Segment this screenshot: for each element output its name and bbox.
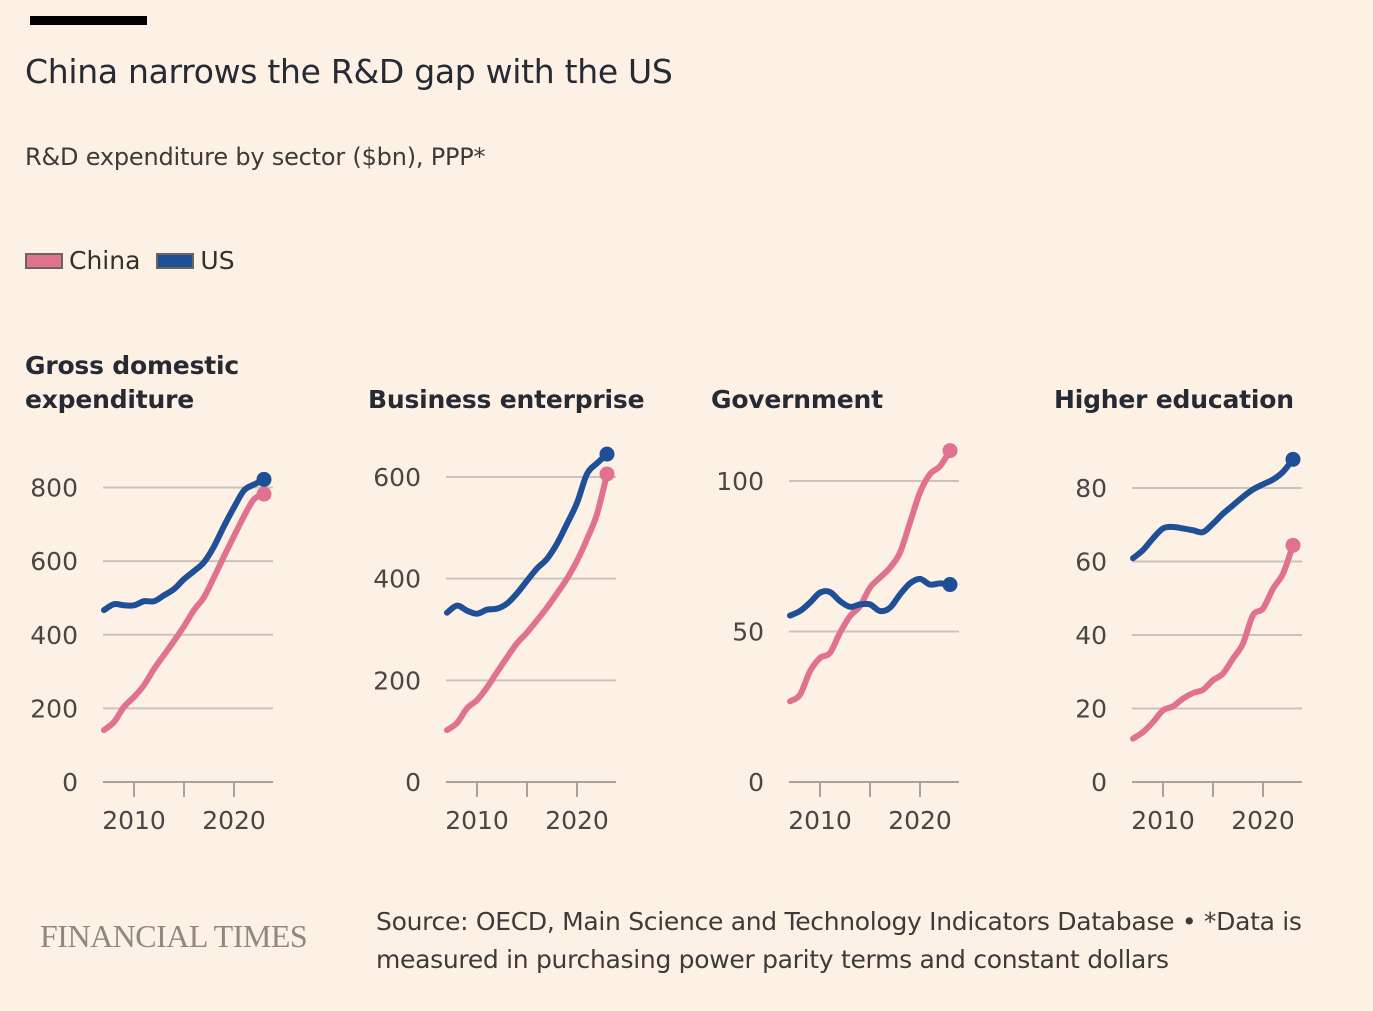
panel-title-gross-domestic: Gross domestic expenditure [25, 349, 239, 417]
end-point-marker-us [1285, 451, 1301, 467]
x-tick-label: 2020 [545, 806, 609, 835]
y-tick-label: 0 [405, 768, 421, 797]
legend-item-china: China [25, 246, 140, 275]
y-tick-label: 400 [30, 621, 78, 650]
series-line-china [787, 447, 953, 705]
end-point-marker-us [599, 446, 615, 462]
y-tick-label: 20 [1075, 695, 1107, 724]
y-tick-label: 200 [30, 694, 78, 723]
panel-title-line: Government [711, 385, 883, 414]
y-tick-label: 0 [748, 768, 764, 797]
y-tick-label: 0 [62, 768, 78, 797]
series-line-china [101, 491, 267, 734]
panel-title-line: Higher education [1054, 385, 1294, 414]
y-tick-label: 600 [373, 463, 421, 492]
end-point-marker-china [256, 486, 272, 502]
end-point-marker-china [942, 443, 958, 459]
y-tick-label: 50 [732, 618, 764, 647]
ft-logo: FINANCIAL TIMES [40, 918, 308, 954]
series-line-us [787, 575, 953, 619]
end-point-marker-us [256, 471, 272, 487]
legend-swatch-china [25, 252, 63, 269]
panel-title-line: Gross domestic [25, 351, 239, 380]
panel-title-business: Business enterprise [368, 383, 645, 417]
legend-label-china: China [69, 246, 141, 275]
y-tick-label: 80 [1075, 474, 1107, 503]
legend-swatch-us [156, 252, 195, 269]
end-point-marker-china [599, 466, 615, 482]
legend-item-us: US [156, 246, 235, 275]
chart-subtitle: R&D expenditure by sector ($bn), PPP* [25, 143, 486, 171]
y-tick-label: 100 [716, 467, 764, 496]
end-point-marker-china [1285, 537, 1301, 553]
chart-title: China narrows the R&D gap with the US [25, 52, 673, 91]
x-tick-label: 2010 [788, 806, 852, 835]
y-tick-label: 400 [373, 565, 421, 594]
series-line-china [1130, 542, 1296, 742]
x-tick-label: 2020 [888, 806, 952, 835]
series-line-china [444, 470, 610, 734]
series-line-us [101, 476, 267, 614]
series-line-us [1130, 456, 1296, 562]
source-note: Source: OECD, Main Science and Technolog… [376, 907, 1302, 974]
x-tick-label: 2010 [102, 806, 166, 835]
x-tick-label: 2010 [1131, 806, 1195, 835]
y-tick-label: 60 [1075, 548, 1107, 577]
ft-top-rule [30, 16, 147, 25]
y-tick-label: 40 [1075, 621, 1107, 650]
y-tick-label: 600 [30, 547, 78, 576]
legend-label-us: US [200, 246, 235, 275]
y-tick-label: 0 [1091, 768, 1107, 797]
end-point-marker-us [942, 577, 958, 593]
panel-title-line: expenditure [25, 385, 195, 414]
panel-title-government: Government [711, 383, 883, 417]
x-tick-label: 2010 [445, 806, 509, 835]
y-tick-label: 200 [373, 666, 421, 695]
panel-title-line: Business enterprise [368, 385, 645, 414]
y-tick-label: 800 [30, 474, 78, 503]
x-tick-label: 2020 [202, 806, 266, 835]
panel-title-higher-education: Higher education [1054, 383, 1294, 417]
x-tick-label: 2020 [1231, 806, 1295, 835]
legend: China US [25, 246, 251, 275]
series-line-us [444, 451, 610, 617]
